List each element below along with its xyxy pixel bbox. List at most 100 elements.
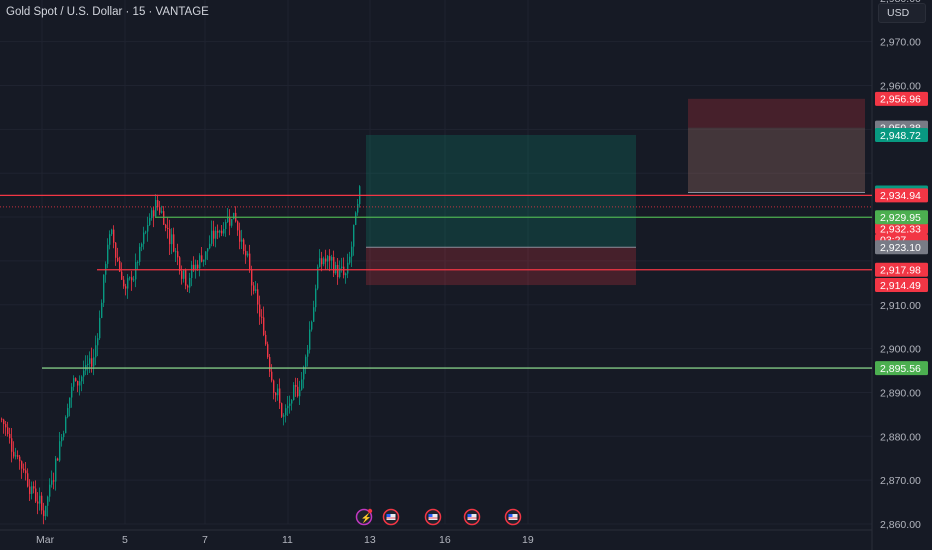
candle-body	[253, 285, 255, 291]
candle-body	[69, 397, 71, 409]
candle-body	[73, 378, 75, 387]
candle-body	[331, 256, 333, 261]
candle-body	[311, 321, 313, 330]
candle-body	[161, 211, 163, 213]
candle-body	[269, 357, 271, 372]
candle-body	[89, 358, 91, 364]
flag-canton	[508, 514, 513, 517]
price-axis-tick-label: 2,900.00	[880, 344, 921, 356]
candle-body	[271, 371, 273, 381]
flag-stripes	[428, 514, 438, 520]
candle-body	[203, 259, 205, 262]
candle-body	[281, 403, 283, 417]
candle-body	[173, 234, 175, 252]
time-axis-label: 16	[439, 534, 451, 546]
candle-body	[219, 230, 221, 233]
candle-body	[223, 229, 225, 234]
candle-body	[257, 289, 259, 305]
price-tag	[875, 91, 928, 106]
candle-body	[327, 256, 329, 262]
candle-body	[179, 257, 181, 271]
candle-body	[37, 501, 39, 504]
candle-body	[107, 244, 109, 264]
candle-body	[267, 344, 269, 358]
candle-body	[75, 378, 77, 381]
candle-body	[121, 271, 123, 280]
candle-body	[243, 239, 245, 251]
candle-body	[291, 400, 293, 404]
candle-body	[317, 266, 319, 289]
candle-body	[355, 212, 357, 225]
candle-body	[49, 484, 51, 497]
price-tag-label: 2,948.72	[880, 130, 921, 142]
candle-body	[21, 461, 23, 469]
price-tag-label: 2,929.95	[880, 212, 921, 224]
candle-body	[293, 384, 295, 401]
candle-body	[23, 468, 25, 471]
price-tag	[875, 223, 928, 234]
price-tag-label: 2,923.10	[880, 242, 921, 254]
candle-body	[127, 278, 129, 289]
candle-body	[7, 427, 9, 434]
candle-body	[215, 230, 217, 239]
candle-body	[137, 261, 139, 263]
candle-body	[319, 258, 321, 267]
price-tag	[875, 240, 928, 255]
candle-body	[149, 218, 151, 226]
candle-body	[213, 230, 215, 239]
price-tag	[875, 361, 928, 376]
candle-body	[279, 388, 281, 404]
candle-body	[19, 456, 21, 462]
candle-body	[337, 264, 339, 278]
candle-body	[349, 256, 351, 263]
candle-body	[285, 408, 287, 416]
candle-body	[297, 386, 299, 397]
candle-body	[29, 486, 31, 494]
chart-title: Gold Spot / U.S. Dollar · 15 · VANTAGE	[6, 6, 209, 18]
position-risk-zone	[366, 247, 636, 286]
price-tag-label: 2,895.56	[880, 363, 921, 375]
time-axis-label: Mar	[36, 534, 55, 546]
flag-stripes	[467, 514, 477, 520]
price-tag-label: 2,932.33	[880, 223, 921, 235]
candle-body	[231, 219, 233, 226]
candle-body	[217, 230, 219, 233]
candle-body	[169, 229, 171, 245]
candle-body	[225, 222, 227, 230]
price-tag-label: 2,934.94	[880, 190, 921, 202]
lightning-glyph: ⚡	[361, 512, 372, 524]
candle-body	[263, 317, 265, 335]
position-reward-zone	[366, 134, 636, 248]
candle-body	[339, 268, 341, 278]
currency-button[interactable]: USD	[878, 3, 926, 23]
candle-body	[41, 495, 43, 511]
price-axis-tick-label: 2,880.00	[880, 431, 921, 443]
candle-body	[79, 381, 81, 386]
candle-body	[209, 243, 211, 249]
candle-body	[305, 356, 307, 368]
candle-body	[67, 408, 69, 417]
candle-body	[81, 376, 83, 382]
candle-body	[303, 367, 305, 380]
candle-body	[357, 204, 359, 213]
candle-body	[343, 266, 345, 276]
candle-body	[259, 304, 261, 317]
candle-body	[233, 212, 235, 220]
price-tag	[875, 262, 928, 277]
candle-body	[321, 258, 323, 265]
candle-body	[35, 488, 37, 502]
candle-body	[133, 279, 135, 281]
candle-body	[131, 277, 133, 281]
candle-body	[205, 251, 207, 260]
price-axis-tick-label: 2,910.00	[880, 300, 921, 312]
candle-body	[103, 274, 105, 303]
price-tag-label: 2,917.98	[880, 265, 921, 277]
position-reward-zone	[688, 127, 865, 193]
candle-body	[39, 495, 41, 504]
candle-body	[335, 264, 337, 274]
candle-body	[63, 433, 65, 438]
candle-body	[329, 256, 331, 261]
flag-canton	[428, 514, 433, 517]
